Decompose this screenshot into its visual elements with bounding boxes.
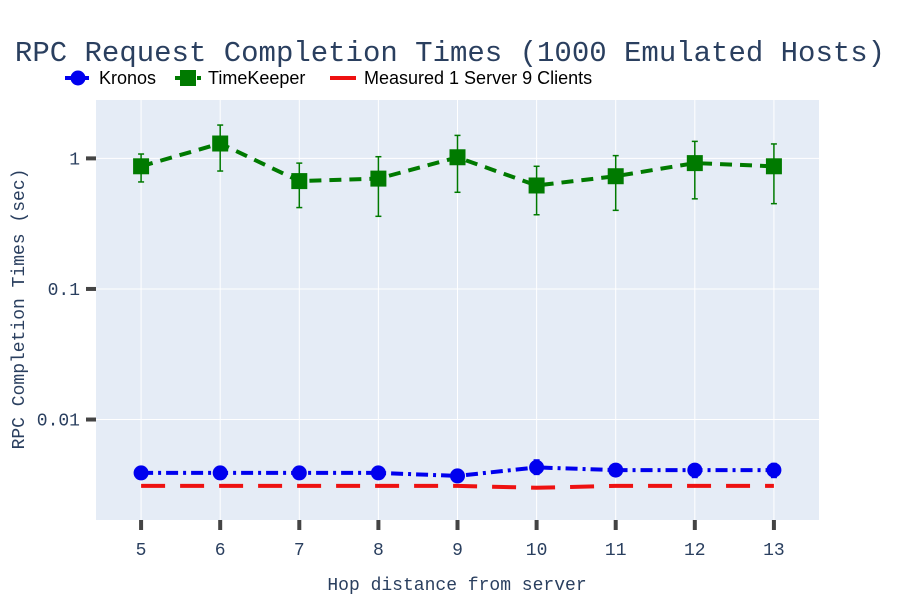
y-tick-label: 1: [69, 150, 80, 170]
data-point: [686, 155, 703, 172]
data-point: [529, 459, 545, 475]
x-axis-title: Hop distance from server: [327, 576, 586, 596]
x-tick-label: 8: [373, 541, 384, 561]
x-axis: 5 6 7 8 9 10 11 12 13: [136, 520, 785, 561]
data-point: [607, 168, 624, 185]
series-kronos: [133, 459, 782, 484]
legend-label: Measured 1 Server 9 Clients: [364, 68, 592, 88]
data-point: [212, 465, 228, 481]
data-point: [687, 462, 703, 478]
x-tick-label: 9: [452, 541, 463, 561]
series-layer: [133, 124, 782, 490]
data-point: [291, 173, 308, 190]
x-tick-label: 5: [136, 541, 147, 561]
legend: Kronos TimeKeeper Measured 1 Server 9 Clie…: [65, 68, 592, 88]
y-axis-title: RPC Completion Times (sec): [10, 169, 30, 450]
data-point: [133, 465, 149, 481]
x-tick-label: 10: [526, 541, 548, 561]
legend-marker: [180, 70, 196, 86]
series-line: [141, 483, 774, 490]
data-point: [766, 462, 782, 478]
data-point: [212, 135, 229, 152]
data-point: [528, 177, 545, 194]
legend-marker: [70, 70, 86, 86]
x-tick-label: 11: [605, 541, 627, 561]
data-point: [450, 468, 465, 484]
y-tick-label: 0.1: [48, 281, 80, 301]
legend-item: Kronos: [65, 68, 156, 88]
y-axis: 0.01 0.1 1: [37, 150, 96, 432]
chart-title: RPC Request Completion Times (1000 Emula…: [15, 37, 885, 70]
data-point: [370, 170, 387, 187]
series-measured-1-server-9-clients: [141, 483, 774, 490]
data-point: [765, 158, 782, 175]
data-point: [291, 465, 307, 481]
series-timekeeper: [133, 124, 782, 218]
x-tick-label: 7: [294, 541, 305, 561]
legend-label: Kronos: [99, 68, 156, 88]
y-tick-label: 0.01: [37, 412, 80, 432]
data-point: [370, 465, 386, 481]
legend-label: TimeKeeper: [208, 68, 305, 88]
legend-item: TimeKeeper: [175, 68, 305, 88]
series-line: [141, 465, 774, 478]
data-point: [449, 149, 466, 166]
x-tick-label: 13: [763, 541, 785, 561]
data-point: [133, 158, 150, 175]
x-tick-label: 12: [684, 541, 706, 561]
data-point: [608, 462, 624, 478]
x-tick-label: 6: [215, 541, 226, 561]
legend-item: Measured 1 Server 9 Clients: [330, 68, 592, 88]
